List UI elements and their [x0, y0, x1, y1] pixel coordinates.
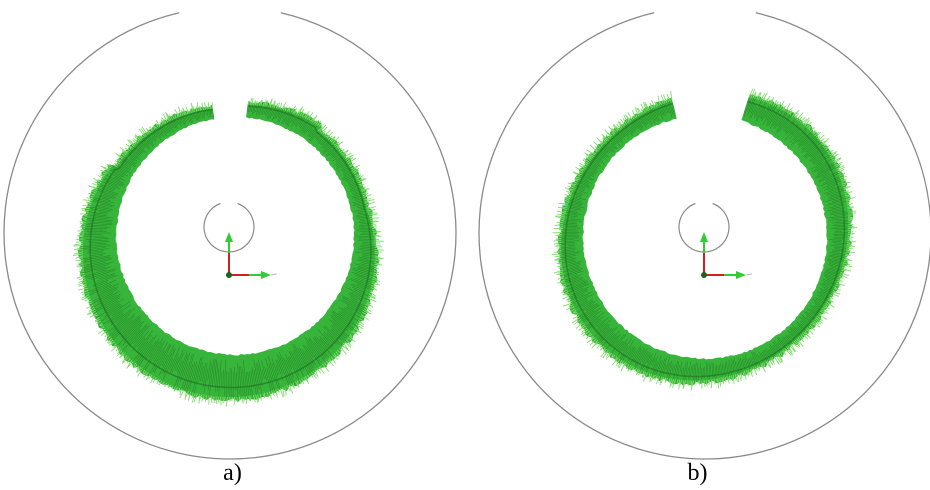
panel-b: b): [465, 0, 930, 490]
axis-x-arrowhead: [736, 271, 746, 279]
axis-x-arrowhead: [261, 271, 271, 279]
outer-boundary-circle: [478, 12, 930, 460]
panel-a-drawing: [3, 12, 457, 460]
band-fuzz: [551, 88, 857, 391]
band-hatching: [557, 95, 852, 385]
origin-point: [226, 272, 232, 278]
axis-y-arrowhead: [700, 232, 708, 242]
panel-a-caption: a): [223, 460, 242, 486]
coordinate-axes: [225, 232, 278, 279]
axis-x-tail: [270, 273, 278, 276]
axis-y-arrowhead: [225, 232, 233, 242]
origin-point: [701, 272, 707, 278]
band-rim: [89, 105, 372, 389]
panel-a: a): [3, 12, 457, 486]
band-rim: [564, 100, 846, 378]
outer-boundary-circle: [3, 12, 457, 460]
band-hatching: [79, 101, 379, 402]
deposit-band: [551, 88, 857, 391]
band-fuzz: [73, 97, 384, 407]
panel-b-drawing: [478, 12, 930, 460]
band-body: [77, 100, 380, 403]
band-body: [556, 94, 854, 386]
axis-x-tail: [745, 273, 753, 276]
deposit-band: [73, 97, 384, 407]
coordinate-axes: [700, 232, 753, 279]
panel-b-caption: b): [687, 460, 708, 486]
